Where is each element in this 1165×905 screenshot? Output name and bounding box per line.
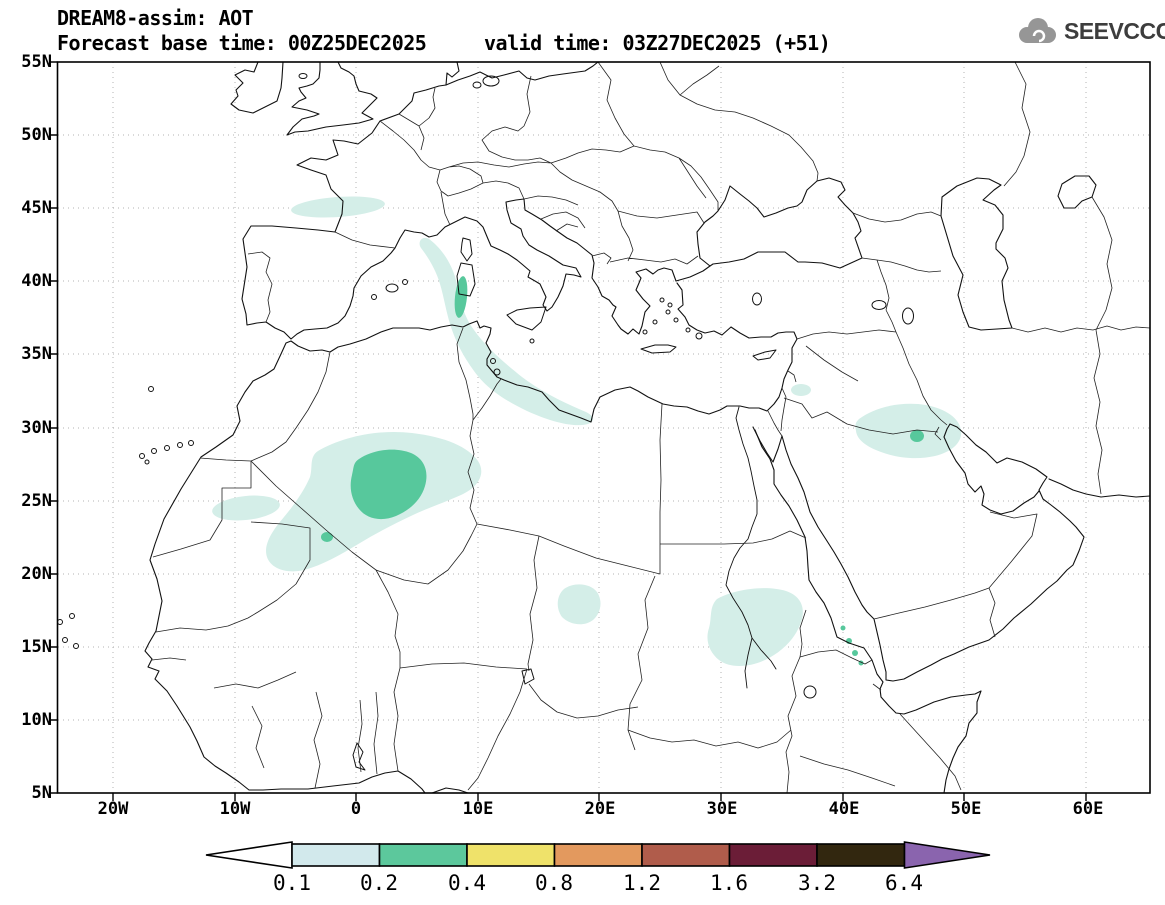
cloud-icon: [1019, 18, 1056, 43]
aot-core-algeria: [350, 449, 427, 520]
aot-patch-mauritania: [212, 495, 280, 521]
aot-redsea-speck: [840, 625, 846, 631]
plot-frame: [49, 61, 1151, 801]
colorbar-segment-3.2-6.4: [816, 843, 906, 867]
y-axis-tick-label: 5N: [31, 783, 52, 803]
axis-ticks: [49, 61, 1087, 801]
colorbar-segment-0.4-0.8: [466, 843, 556, 867]
y-axis-tick-label: 25N: [21, 491, 52, 511]
x-axis-tick-label: 40E: [828, 799, 860, 819]
x-axis-tick-label: 60E: [1072, 799, 1104, 819]
aot-patch-biscay: [291, 196, 385, 218]
colorbar-underflow-arrow: [205, 841, 293, 869]
aot-core-mali-spot: [321, 532, 333, 542]
y-axis-tick-label: 50N: [21, 125, 52, 145]
x-axis-tick-label: 10W: [219, 799, 251, 819]
coastlines: [144, 62, 1150, 793]
colorbar-segment-0.1-0.2: [291, 843, 381, 867]
colorbar-tick-label: 0.1: [273, 871, 311, 895]
aot-fill-regions: [212, 196, 962, 666]
islands-and-lakes: [57, 73, 914, 771]
y-axis-tick-label: 40N: [21, 271, 52, 291]
y-axis-tick-label: 45N: [21, 198, 52, 218]
x-axis-tick-label: 20W: [97, 799, 129, 819]
x-axis-tick-label: 50E: [950, 799, 982, 819]
colorbar-tick-label: 6.4: [885, 871, 923, 895]
x-axis-tick-label: 10E: [462, 799, 494, 819]
aot-patch-chad: [557, 584, 601, 625]
colorbar-tick-label: 1.6: [710, 871, 748, 895]
graticule: [58, 62, 1150, 793]
colorbar-tick-label: 3.2: [798, 871, 836, 895]
colorbar-tick-label: 0.4: [448, 871, 486, 895]
y-axis-tick-label: 35N: [21, 344, 52, 364]
colorbar-segment-0.8-1.2: [553, 843, 643, 867]
chart-title: DREAM8-assim: AOT: [57, 6, 254, 30]
seevccc-logo: SEEVCCC: [1014, 16, 1165, 46]
forecast-base-time: Forecast base time: 00Z25DEC2025: [57, 31, 427, 55]
aot-patch-jordan: [791, 384, 811, 396]
colorbar-segment-1.6-3.2: [728, 843, 818, 867]
y-axis-tick-label: 55N: [21, 52, 52, 72]
colorbar-tick-label: 0.2: [360, 871, 398, 895]
y-axis-tick-label: 30N: [21, 418, 52, 438]
colorbar-segment-0.2-0.4: [378, 843, 468, 867]
colorbar-tick-label: 1.2: [623, 871, 661, 895]
colorbar: [205, 841, 991, 869]
country-borders: [151, 62, 1150, 793]
aot-patch-tyrrhenian-band: [419, 237, 594, 426]
y-axis-tick-label: 20N: [21, 564, 52, 584]
colorbar-tick-label: 0.8: [535, 871, 573, 895]
y-axis-tick-label: 15N: [21, 637, 52, 657]
x-axis-tick-label: 30E: [706, 799, 738, 819]
colorbar-segment-1.2-1.6: [641, 843, 731, 867]
x-axis-tick-label: 0: [350, 799, 362, 819]
y-axis-tick-label: 10N: [21, 710, 52, 730]
logo-text: SEEVCCC: [1064, 17, 1165, 44]
aot-patch-saudi: [855, 403, 962, 459]
x-axis-tick-label: 20E: [584, 799, 616, 819]
aot-core-kuwait-spot: [910, 430, 924, 442]
aot-patch-sudan: [707, 588, 803, 666]
aot-redsea-speck: [852, 650, 858, 656]
colorbar-overflow-arrow: [903, 841, 991, 869]
valid-time: valid time: 03Z27DEC2025 (+51): [484, 31, 831, 55]
